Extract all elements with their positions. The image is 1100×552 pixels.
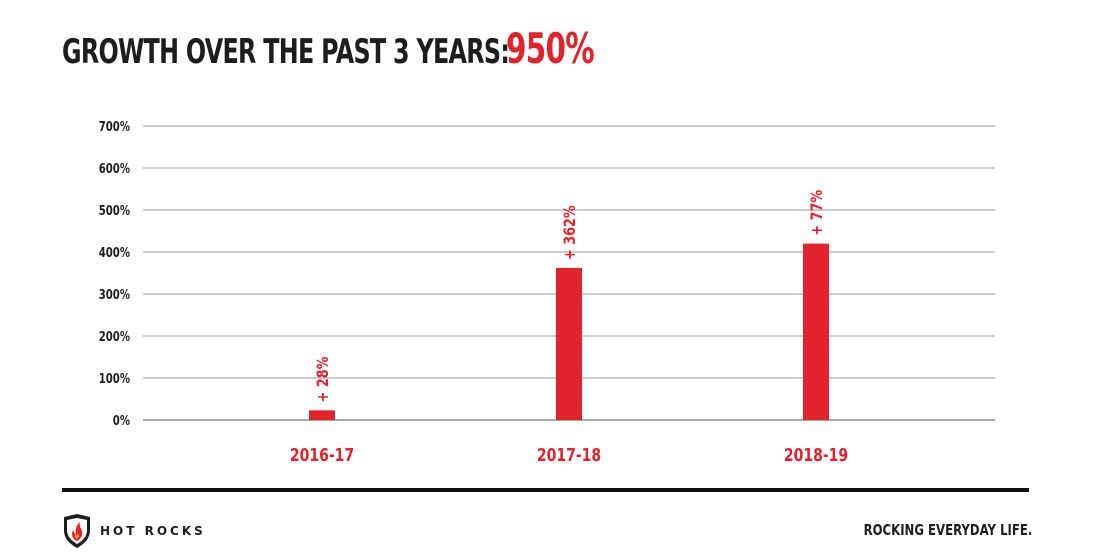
brand: HOT ROCKS [62,514,206,548]
chart-title-highlight: 950% [506,24,595,73]
bar [309,410,335,420]
y-tick-label: 200% [99,329,131,345]
y-tick-label: 500% [99,203,131,219]
bar-chart: 0% 100% 200% 300% 400% 500% 600% 700% + 28% 2016-… [99,119,995,465]
x-tick-label: 2018-19 [784,444,848,465]
bar [556,267,582,420]
y-tick-label: 700% [99,119,131,135]
y-tick-label: 400% [99,245,131,261]
y-tick-label: 600% [99,161,131,177]
brand-name: HOT ROCKS [100,524,206,538]
hot-rocks-flame-shield-icon [64,514,90,548]
tagline: ROCKING EVERYDAY LIFE. [863,521,1032,539]
footer-divider [62,488,1029,492]
x-tick-label: 2017-18 [537,444,601,465]
data-label: + 28% [315,356,333,402]
y-tick-label: 0% [113,413,130,429]
x-tick-label: 2016-17 [290,444,354,465]
data-label: + 362% [562,205,580,260]
y-tick-label: 100% [99,371,131,387]
y-tick-label: 300% [99,287,131,303]
data-label: + 77% [809,189,827,235]
chart-title: GROWTH OVER THE PAST 3 YEARS: 950% [62,24,632,74]
bar [803,243,829,420]
